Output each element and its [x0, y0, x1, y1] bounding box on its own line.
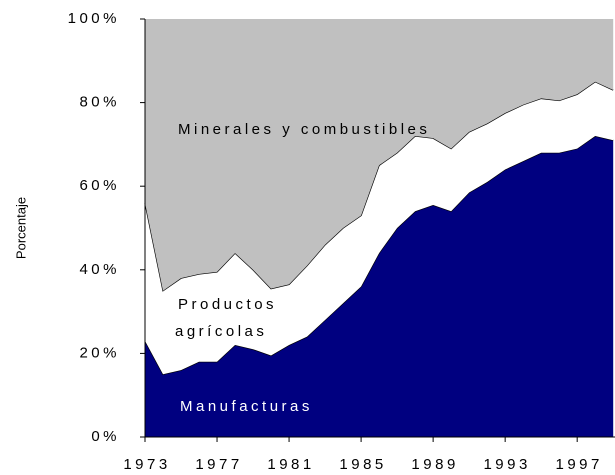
x-tick-label: 1977	[195, 456, 242, 473]
x-tick-label: 1997	[555, 456, 602, 473]
series-label: Productos agrícolas	[175, 296, 285, 340]
series-label: Minerales y combustibles	[178, 121, 430, 138]
area	[145, 81, 614, 375]
y-tick-label: 100%	[68, 10, 120, 27]
area	[145, 136, 614, 438]
label-line: Productos	[178, 296, 285, 313]
y-axis-label: Porcentaje	[13, 197, 28, 259]
series-label: Manufacturas	[180, 398, 313, 415]
x-tick-label: 1981	[267, 456, 314, 473]
x-tick-label: 1973	[123, 456, 170, 473]
y-tick-label: 60%	[79, 177, 120, 194]
y-tick-label: 20%	[79, 344, 120, 361]
y-tick-label: 80%	[79, 94, 120, 111]
boundary-line	[144, 135, 614, 376]
y-tick-label: 0%	[91, 428, 120, 445]
label-line: agrícolas	[175, 323, 267, 340]
x-tick-label: 1989	[411, 456, 458, 473]
boundary-line	[144, 80, 614, 292]
x-tick-label: 1993	[483, 456, 530, 473]
x-tick-label: 1985	[339, 456, 386, 473]
area	[145, 19, 614, 291]
y-tick-label: 40%	[79, 261, 120, 278]
